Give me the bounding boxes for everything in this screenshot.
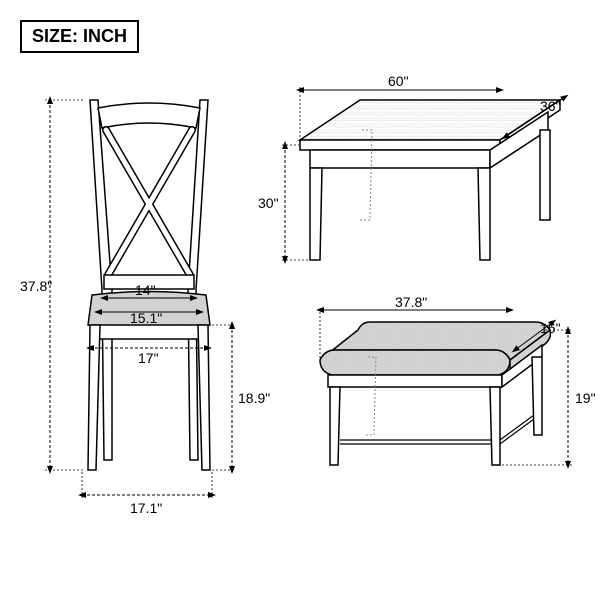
chair-seat-top-label: 14" xyxy=(135,282,156,298)
chair-depth-label: 17.1" xyxy=(130,500,162,516)
table-height-label: 30" xyxy=(258,195,279,211)
table-depth-label: 36" xyxy=(540,98,561,114)
table-width-label: 60" xyxy=(388,73,409,89)
furniture-diagram xyxy=(0,0,600,600)
chair-height-label: 37.8" xyxy=(20,278,52,294)
chair-seat-height-label: 18.9" xyxy=(238,390,270,406)
table-drawing xyxy=(282,87,565,260)
chair-seat-mid-label: 15.1" xyxy=(130,310,162,326)
chair-seat-bottom-label: 17" xyxy=(138,350,159,366)
bench-width-label: 37.8" xyxy=(395,294,427,310)
bench-height-label: 19" xyxy=(575,390,596,406)
bench-depth-label: 16" xyxy=(540,320,561,336)
bench-drawing xyxy=(320,308,572,465)
